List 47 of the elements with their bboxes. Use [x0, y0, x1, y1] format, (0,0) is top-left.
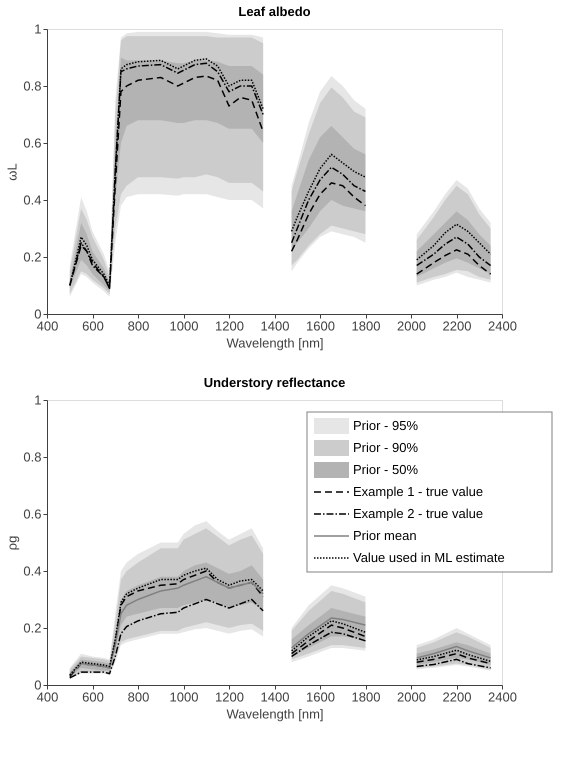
x-tick-label: 600 [82, 690, 104, 704]
x-axis-title: Wavelength [nm] [226, 706, 324, 722]
x-tick-label: 1600 [306, 318, 335, 334]
y-tick-label: 0.6 [23, 136, 42, 150]
legend-label: Prior mean [353, 528, 417, 543]
x-tick-label: 800 [128, 690, 150, 704]
legend-label: Example 1 - true value [353, 484, 484, 499]
y-tick-label: 1 [34, 392, 42, 408]
x-tick-label: 1000 [170, 318, 198, 334]
y-tick-label: 0.8 [23, 450, 42, 464]
x-tick-label: 400 [36, 690, 58, 704]
y-tick-label: 0.2 [23, 250, 42, 264]
legend-label: Prior - 90% [353, 440, 418, 455]
x-tick-label: 1200 [215, 690, 244, 704]
y-axis-title: ρg [4, 536, 20, 550]
x-tick-label: 2200 [442, 318, 472, 334]
x-tick-label: 400 [36, 318, 58, 334]
y-tick-label: 0.8 [23, 78, 42, 94]
legend-label: Example 2 - true value [353, 506, 484, 521]
y-tick-label: 0.6 [23, 506, 42, 522]
y-tick-label: 0.4 [23, 564, 42, 578]
x-tick-label: 2400 [488, 318, 517, 334]
x-axis-title: Wavelength [nm] [226, 336, 324, 350]
x-tick-label: 2000 [397, 318, 426, 334]
x-tick-label: 600 [82, 318, 104, 334]
y-tick-label: 0.4 [23, 192, 42, 208]
x-tick-label: 1400 [260, 690, 290, 704]
y-tick-label: 1 [34, 22, 42, 36]
x-tick-label: 1200 [215, 318, 244, 334]
y-tick-label: 0 [34, 306, 42, 322]
x-tick-label: 1400 [260, 318, 290, 334]
y-axis-title: ωL [4, 163, 20, 181]
legend-label: Prior - 95% [353, 418, 418, 433]
chart-title: Understory reflectance [204, 375, 346, 390]
x-tick-label: 800 [128, 318, 150, 334]
x-tick-label: 1800 [352, 318, 380, 334]
x-tick-label: 1800 [352, 690, 380, 704]
legend-label: Prior - 50% [353, 462, 418, 477]
x-tick-label: 2000 [397, 690, 426, 704]
x-tick-label: 1600 [306, 690, 335, 704]
legend-label: Value used in ML estimate [353, 550, 505, 565]
x-tick-label: 2200 [442, 690, 472, 704]
x-tick-label: 1000 [170, 690, 198, 704]
y-tick-label: 0 [34, 678, 42, 692]
x-tick-label: 2400 [488, 690, 517, 704]
chart-title: Leaf albedo [238, 4, 311, 19]
y-tick-label: 0.2 [23, 620, 42, 636]
